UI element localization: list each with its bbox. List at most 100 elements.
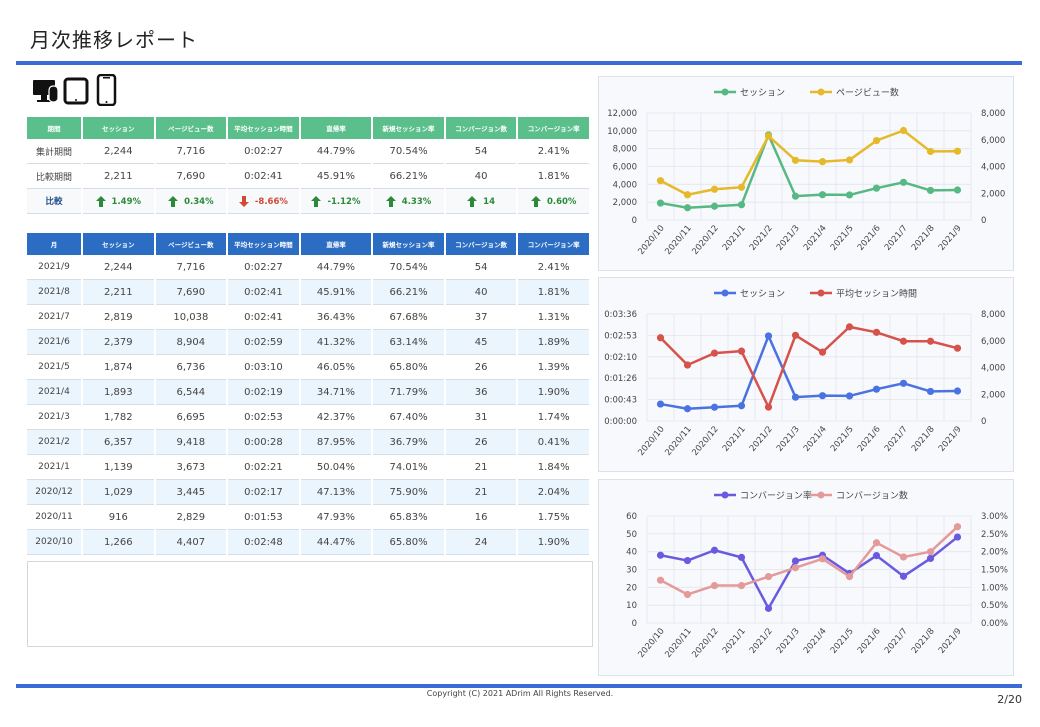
metric-cell: 1.90% — [518, 530, 589, 555]
column-header: 直帰率 — [300, 117, 372, 139]
metric-cell: 0:02:41 — [228, 280, 299, 305]
data-point — [953, 523, 962, 531]
metric-cell: 7,690 — [155, 280, 227, 305]
data-point — [683, 191, 692, 199]
x-axis-tick-label: 2021/5 — [829, 425, 856, 454]
metric-cell: 66.21% — [373, 164, 444, 189]
metric-cell: 6,544 — [155, 380, 227, 405]
legend-label: セッション — [740, 88, 785, 99]
metric-cell: 31 — [445, 405, 517, 430]
left-axis-tick-label: 0 — [632, 216, 637, 226]
metric-cell: 44.47% — [300, 530, 372, 555]
comparison-value: -8.66% — [254, 196, 288, 207]
series-line — [659, 525, 959, 596]
x-axis-tick-label: 2021/8 — [910, 627, 937, 656]
table-row: 2021/5 1,874 6,736 0:03:10 46.05% 65.80% 26 1.3… — [27, 355, 589, 380]
metric-cell: 44.79% — [300, 139, 372, 164]
legend-swatch-marker — [721, 491, 729, 499]
data-point — [710, 185, 719, 193]
table-row: 2021/2 6,357 9,418 0:00:28 87.95% 36.79% 26 0.4… — [27, 430, 589, 455]
metric-cell: 0:02:27 — [228, 255, 299, 280]
table-row: 2021/8 2,211 7,690 0:02:41 45.91% 66.21% 40 1.8… — [27, 280, 589, 305]
metric-cell: 46.05% — [300, 355, 372, 380]
month-label: 2021/5 — [27, 355, 81, 380]
data-point — [791, 557, 800, 565]
summary-row: 比較期間 2,211 7,690 0:02:41 45.91% 66.21% 40 1.81% — [27, 164, 589, 189]
metric-cell: 45.91% — [300, 280, 372, 305]
metric-cell: 2,211 — [83, 164, 154, 189]
table-row: 2021/9 2,244 7,716 0:02:27 44.79% 70.54% 54 2.4… — [27, 255, 589, 280]
arrow-up-icon — [530, 195, 541, 207]
legend-swatch-marker — [721, 289, 729, 297]
data-point — [872, 385, 881, 393]
device-icons — [33, 74, 117, 106]
data-point — [818, 158, 827, 166]
left-axis-tick-label: 30 — [626, 566, 637, 576]
metric-cell: 0:02:21 — [228, 455, 299, 480]
tablet-icon — [63, 77, 89, 105]
right-axis-tick-label: 2.50% — [981, 530, 1008, 540]
table-row: 2020/12 1,029 3,445 0:02:17 47.13% 75.90% 21 2.… — [27, 480, 589, 505]
metric-cell: 1.31% — [518, 305, 589, 330]
table-row: 2020/10 1,266 4,407 0:02:48 44.47% 65.80% 24 1.… — [27, 530, 589, 555]
legend-label: セッション — [740, 289, 785, 300]
metric-cell: 44.79% — [300, 255, 372, 280]
data-point — [845, 392, 854, 400]
data-point — [818, 348, 827, 356]
metric-cell: 0:02:41 — [228, 305, 299, 330]
data-point — [872, 539, 881, 547]
x-axis-tick-label: 2021/9 — [937, 627, 964, 656]
column-header: ページビュー数 — [155, 117, 227, 139]
data-point — [791, 393, 800, 401]
metric-cell: 66.21% — [373, 280, 444, 305]
data-point — [926, 147, 935, 156]
metric-cell: 45 — [445, 330, 517, 355]
comparison-value: 0.34% — [184, 196, 214, 207]
comparison-cell: 14 — [445, 189, 517, 214]
right-axis-tick-label: 4,000 — [981, 163, 1005, 173]
data-point — [872, 184, 881, 192]
data-point — [953, 344, 962, 352]
right-axis-tick-label: 0.50% — [981, 601, 1008, 611]
column-header: 新規セッション率 — [373, 117, 444, 139]
metric-cell: 2,244 — [83, 255, 154, 280]
series-line — [660, 536, 959, 610]
x-axis-tick-label: 2021/9 — [937, 425, 964, 454]
data-point — [683, 556, 692, 565]
right-axis-tick-label: 2.00% — [981, 548, 1008, 558]
x-axis-tick-label: 2021/1 — [721, 224, 748, 253]
metric-cell: 0.41% — [518, 430, 589, 455]
metric-cell: 0:02:19 — [228, 380, 299, 405]
x-axis-tick-label: 2021/1 — [721, 627, 748, 656]
x-axis-tick-label: 2020/10 — [636, 425, 666, 458]
data-point — [710, 202, 719, 210]
metric-cell: 6,357 — [83, 430, 154, 455]
monthly-header-row: 月セッション ページビュー数 平均セッション時間 直帰率 新規セッション率 コンバージョン… — [27, 233, 589, 255]
x-axis-tick-label: 2021/8 — [910, 224, 937, 253]
series-line — [660, 334, 958, 410]
metric-cell: 1,782 — [83, 405, 154, 430]
comparison-row: 比較 1.49% 0.34% -8.66% -1.12% 4.33% 14 0.60% — [27, 189, 589, 214]
left-axis-tick-label: 40 — [626, 548, 637, 558]
data-point — [764, 132, 773, 140]
data-point — [818, 191, 827, 199]
data-point — [683, 405, 692, 413]
x-axis-tick-label: 2021/3 — [775, 425, 802, 454]
comparison-value: 0.60% — [546, 196, 577, 207]
comparison-cell: 4.33% — [373, 189, 444, 214]
comparison-cell: 0.34% — [155, 189, 227, 214]
arrow-up-icon — [467, 195, 478, 207]
metric-cell: 74.01% — [373, 455, 444, 480]
metric-cell: 1.84% — [518, 455, 589, 480]
data-point — [845, 191, 854, 199]
metric-cell: 9,418 — [155, 430, 227, 455]
x-axis-tick-label: 2021/6 — [856, 627, 883, 656]
metric-cell: 2.04% — [518, 480, 589, 505]
metric-cell: 916 — [83, 505, 154, 530]
left-axis-tick-label: 10 — [626, 601, 637, 611]
data-point — [845, 573, 854, 581]
metric-cell: 36.43% — [300, 305, 372, 330]
data-point — [710, 581, 719, 590]
legend-label: コンバージョン率 — [740, 490, 812, 502]
data-point — [899, 553, 908, 561]
